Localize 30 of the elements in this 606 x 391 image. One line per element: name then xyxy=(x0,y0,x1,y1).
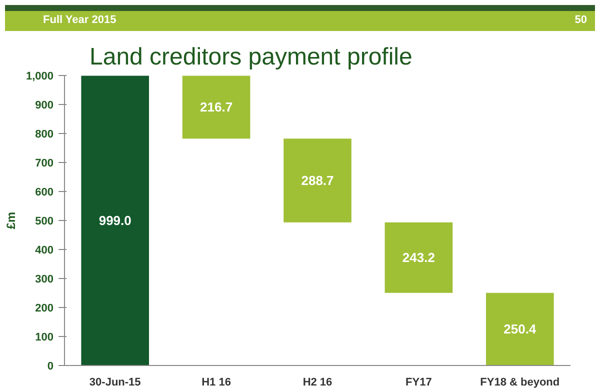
y-tick-label: 200 xyxy=(35,302,54,314)
x-tick-label: H1 16 xyxy=(202,376,231,388)
x-tick-label: FY18 & beyond xyxy=(480,376,560,388)
data-label: 216.7 xyxy=(200,100,233,115)
bar xyxy=(182,76,250,139)
y-tick-label: 800 xyxy=(35,128,54,140)
x-tick-label: H2 16 xyxy=(302,376,332,388)
chart-title: Land creditors payment profile xyxy=(90,44,412,70)
text: Full Year 2015 xyxy=(43,13,116,28)
x-tick-label: FY17 xyxy=(406,376,432,388)
y-axis-title: £m xyxy=(4,212,18,230)
bar xyxy=(81,76,149,366)
y-tick-label: 300 xyxy=(35,274,54,286)
y-tick-label: 600 xyxy=(35,186,54,198)
y-tick-label: 500 xyxy=(35,216,54,228)
y-tick-label: 900 xyxy=(35,100,54,112)
y-tick-label: 1,000 xyxy=(26,70,54,82)
y-tick-label: 700 xyxy=(35,158,54,170)
bar xyxy=(284,138,352,222)
bar xyxy=(384,222,453,293)
data-label: 243.2 xyxy=(402,250,435,266)
x-tick-label: 30-Jun-15 xyxy=(89,376,141,388)
y-tick-label: 100 xyxy=(35,332,54,344)
text: 50 xyxy=(574,13,587,28)
data-label: 250.4 xyxy=(504,322,537,337)
y-tick-label: 0 xyxy=(47,360,54,372)
data-label: 288.7 xyxy=(301,172,334,188)
data-label: 999.0 xyxy=(98,213,132,228)
y-tick-label: 400 xyxy=(35,244,54,256)
bar xyxy=(486,292,554,366)
